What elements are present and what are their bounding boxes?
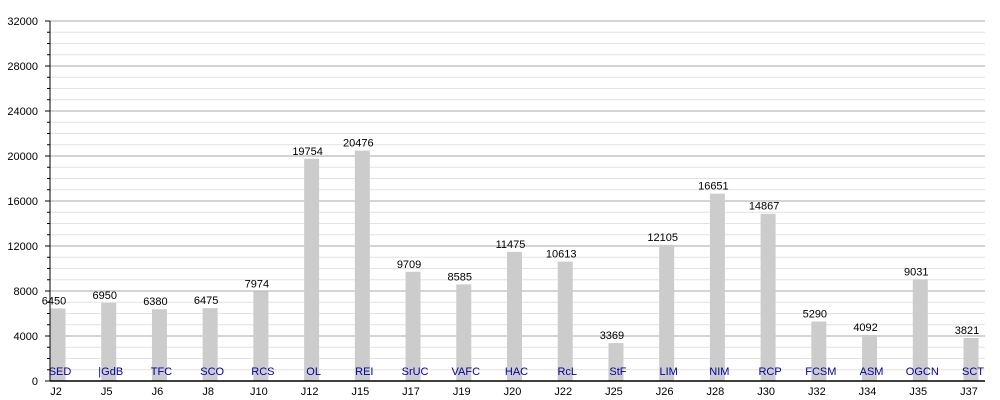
x-tick-label: J30 bbox=[757, 386, 775, 398]
x-tick-label: J32 bbox=[808, 386, 826, 398]
bar-name-label: ASM bbox=[860, 366, 884, 378]
bar bbox=[202, 308, 218, 381]
y-tick-label: 24000 bbox=[7, 106, 38, 118]
bar-name-label: REI bbox=[355, 366, 373, 378]
bar-value-label: 3369 bbox=[600, 330, 624, 342]
x-tick-label: J25 bbox=[605, 386, 623, 398]
bar-name-label: OL bbox=[306, 366, 321, 378]
bar-value-label: 4092 bbox=[853, 322, 877, 334]
bar bbox=[862, 334, 878, 381]
bar bbox=[253, 291, 269, 381]
bar-value-label: 9031 bbox=[904, 266, 928, 278]
bar bbox=[50, 308, 66, 381]
x-tick-label: J19 bbox=[453, 386, 471, 398]
bar bbox=[557, 261, 573, 381]
bar-name-label: SCO bbox=[200, 366, 224, 378]
bar bbox=[963, 338, 979, 381]
bar-name-label: SED bbox=[49, 366, 72, 378]
bar-value-label: 3821 bbox=[955, 325, 979, 337]
bar-value-label: 19754 bbox=[292, 146, 323, 158]
bar bbox=[912, 279, 928, 381]
y-tick-label: 20000 bbox=[7, 151, 38, 163]
bar-name-label: StF bbox=[609, 366, 626, 378]
bar-value-label: 6950 bbox=[92, 290, 116, 302]
bar-value-label: 16651 bbox=[698, 181, 729, 193]
x-tick-label: J37 bbox=[960, 386, 978, 398]
bar-value-label: 8585 bbox=[448, 271, 472, 283]
bar-name-label: HAC bbox=[505, 366, 528, 378]
y-tick-label: 12000 bbox=[7, 241, 38, 253]
bar bbox=[456, 284, 472, 381]
bar bbox=[101, 302, 117, 381]
x-tick-label: J22 bbox=[554, 386, 572, 398]
bar-value-label: 14867 bbox=[749, 201, 780, 213]
bar-name-label: |GdB bbox=[98, 366, 123, 378]
bar-name-label: OGCN bbox=[906, 366, 939, 378]
y-tick-label: 0 bbox=[32, 376, 38, 388]
x-tick-label: J20 bbox=[504, 386, 522, 398]
bar-value-label: 5290 bbox=[803, 308, 827, 320]
bar-name-label: RCS bbox=[251, 366, 274, 378]
x-tick-label: J35 bbox=[909, 386, 927, 398]
bar bbox=[760, 213, 776, 381]
x-tick-label: J12 bbox=[301, 386, 319, 398]
bar bbox=[304, 158, 320, 381]
bar bbox=[608, 343, 624, 381]
bar bbox=[507, 251, 522, 381]
x-tick-label: J15 bbox=[351, 386, 369, 398]
bar-name-label: NIM bbox=[709, 366, 729, 378]
y-tick-label: 16000 bbox=[7, 196, 38, 208]
x-tick-label: J26 bbox=[656, 386, 674, 398]
bar-value-label: 11475 bbox=[496, 239, 526, 251]
y-tick-label: 8000 bbox=[14, 286, 38, 298]
bar-name-label: TFC bbox=[151, 366, 172, 378]
y-tick-label: 4000 bbox=[14, 331, 38, 343]
bar-name-label: RCP bbox=[758, 366, 781, 378]
bar-name-label: FCSM bbox=[805, 366, 836, 378]
bar-name-label: SrUC bbox=[402, 366, 429, 378]
bar-value-label: 7974 bbox=[245, 278, 269, 290]
bar bbox=[405, 271, 421, 381]
bar-value-label: 12105 bbox=[647, 232, 678, 244]
bar-name-label: RcL bbox=[557, 366, 577, 378]
bar bbox=[354, 150, 370, 381]
bar bbox=[151, 309, 167, 381]
x-tick-label: J10 bbox=[250, 386, 268, 398]
bar bbox=[659, 244, 675, 381]
bar-value-label: 6475 bbox=[194, 295, 218, 307]
bar-value-label: 9709 bbox=[397, 259, 421, 271]
x-tick-label: J2 bbox=[50, 386, 62, 398]
bar-value-label: 20476 bbox=[343, 138, 374, 150]
y-tick-label: 28000 bbox=[7, 61, 38, 73]
bar-value-label: 10613 bbox=[546, 249, 577, 261]
bar-name-label: SCT bbox=[962, 366, 984, 378]
bar bbox=[709, 193, 725, 381]
bar-value-label: 6450 bbox=[42, 295, 66, 307]
x-tick-label: J6 bbox=[152, 386, 164, 398]
bar-value-label: 6380 bbox=[143, 296, 167, 308]
x-tick-label: J8 bbox=[202, 386, 214, 398]
bar bbox=[811, 321, 827, 381]
x-tick-label: J28 bbox=[707, 386, 725, 398]
bar-name-label: LIM bbox=[659, 366, 677, 378]
x-tick-label: J34 bbox=[859, 386, 877, 398]
y-tick-label: 32000 bbox=[7, 16, 38, 28]
bar-name-label: VAFC bbox=[452, 366, 481, 378]
x-tick-label: J5 bbox=[101, 386, 113, 398]
x-tick-label: J17 bbox=[402, 386, 420, 398]
